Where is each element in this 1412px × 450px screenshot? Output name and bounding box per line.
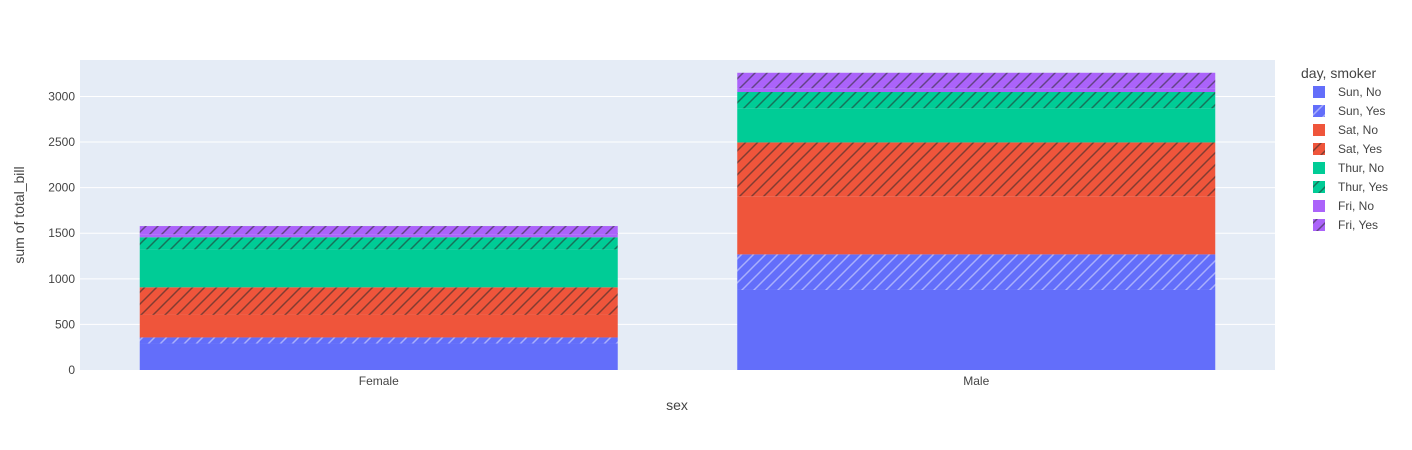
legend-swatch-sun-yes xyxy=(1313,105,1325,117)
y-tick-label-1000: 1000 xyxy=(48,272,75,286)
bar-female-sun-no[interactable] xyxy=(139,343,618,370)
legend-label-sat-yes: Sat, Yes xyxy=(1338,142,1382,156)
legend-item-thur-yes[interactable]: Thur, Yes xyxy=(1313,180,1388,194)
bar-male-thur-no[interactable] xyxy=(737,108,1216,143)
legend-swatch-sat-no xyxy=(1313,124,1325,136)
bar-female-fri-yes[interactable] xyxy=(139,226,618,235)
x-tick-label-male: Male xyxy=(963,374,989,388)
bar-male-thur-yes[interactable] xyxy=(737,92,1216,109)
y-tick-label-2000: 2000 xyxy=(48,181,75,195)
legend-item-sun-yes[interactable]: Sun, Yes xyxy=(1313,104,1385,118)
legend-label-sun-no: Sun, No xyxy=(1338,85,1382,99)
bar-female-thur-no[interactable] xyxy=(139,249,618,288)
y-tick-label-500: 500 xyxy=(55,317,75,331)
bar-female-sat-yes[interactable] xyxy=(139,287,618,315)
legend-item-sun-no[interactable]: Sun, No xyxy=(1313,85,1382,99)
bar-female-sat-no[interactable] xyxy=(139,314,618,338)
legend-swatch-sun-no xyxy=(1313,86,1325,98)
bar-male-sun-yes[interactable] xyxy=(737,254,1216,290)
bar-male-sun-no[interactable] xyxy=(737,289,1216,370)
bar-female-thur-yes[interactable] xyxy=(139,237,618,250)
bar-male-sat-yes[interactable] xyxy=(737,142,1216,197)
legend-swatch-sat-yes xyxy=(1313,143,1325,155)
bar-female-fri-no[interactable] xyxy=(139,234,618,238)
y-tick-label-1500: 1500 xyxy=(48,226,75,240)
legend-swatch-thur-yes xyxy=(1313,181,1325,193)
y-tick-labels: 0 500 1000 1500 2000 2500 3000 xyxy=(48,89,75,377)
legend-item-sat-no[interactable]: Sat, No xyxy=(1313,123,1378,137)
x-tick-labels: Female Male xyxy=(359,374,990,388)
y-tick-label-2500: 2500 xyxy=(48,135,75,149)
y-axis-title: sum of total_bill xyxy=(11,166,27,263)
bars xyxy=(139,72,1216,370)
x-tick-label-female: Female xyxy=(359,374,399,388)
legend-label-fri-yes: Fri, Yes xyxy=(1338,218,1378,232)
legend-label-sat-no: Sat, No xyxy=(1338,123,1378,137)
legend-label-thur-yes: Thur, Yes xyxy=(1338,180,1388,194)
legend-title: day, smoker xyxy=(1301,65,1377,81)
bar-male-fri-no[interactable] xyxy=(737,88,1216,93)
legend: day, smoker Sun, No Sun, Yes Sat, No Sat, Y… xyxy=(1301,65,1388,232)
legend-label-fri-no: Fri, No xyxy=(1338,199,1374,213)
legend-label-thur-no: Thur, No xyxy=(1338,161,1384,175)
y-tick-label-0: 0 xyxy=(68,363,75,377)
bar-male-fri-yes[interactable] xyxy=(737,72,1216,89)
legend-item-sat-yes[interactable]: Sat, Yes xyxy=(1313,142,1382,156)
y-tick-label-3000: 3000 xyxy=(48,89,75,103)
legend-swatch-fri-yes xyxy=(1313,219,1325,231)
legend-item-thur-no[interactable]: Thur, No xyxy=(1313,161,1384,175)
bar-female-sun-yes[interactable] xyxy=(139,337,618,344)
legend-swatch-fri-no xyxy=(1313,200,1325,212)
x-axis-title: sex xyxy=(666,397,688,413)
legend-item-fri-no[interactable]: Fri, No xyxy=(1313,199,1374,213)
legend-label-sun-yes: Sun, Yes xyxy=(1338,104,1385,118)
legend-item-fri-yes[interactable]: Fri, Yes xyxy=(1313,218,1378,232)
legend-swatch-thur-no xyxy=(1313,162,1325,174)
bar-male-sat-no[interactable] xyxy=(737,196,1216,255)
